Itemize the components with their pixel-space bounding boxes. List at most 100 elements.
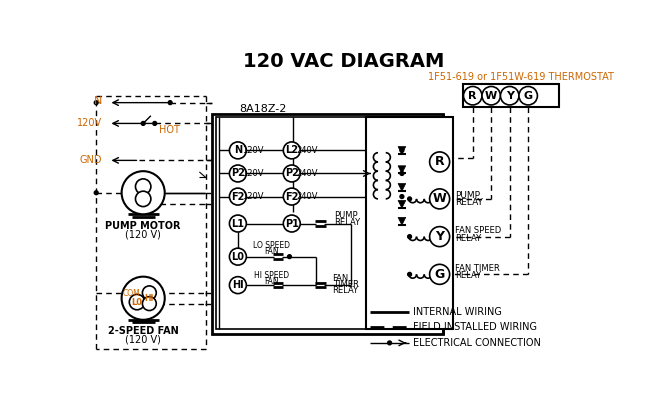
Text: ELECTRICAL CONNECTION: ELECTRICAL CONNECTION bbox=[413, 338, 541, 348]
Text: L0: L0 bbox=[131, 297, 143, 307]
Circle shape bbox=[168, 101, 172, 105]
Text: P2: P2 bbox=[285, 168, 299, 178]
Polygon shape bbox=[398, 184, 406, 191]
Text: GND: GND bbox=[80, 155, 103, 166]
Circle shape bbox=[94, 191, 98, 195]
Text: 1F51-619 or 1F51W-619 THERMOSTAT: 1F51-619 or 1F51W-619 THERMOSTAT bbox=[427, 72, 614, 82]
Circle shape bbox=[429, 264, 450, 285]
Text: RELAY: RELAY bbox=[455, 234, 481, 243]
Circle shape bbox=[229, 215, 247, 232]
Circle shape bbox=[135, 191, 151, 207]
Text: COM: COM bbox=[123, 289, 141, 298]
Text: PUMP MOTOR: PUMP MOTOR bbox=[105, 221, 181, 231]
Text: RELAY: RELAY bbox=[455, 272, 481, 280]
Circle shape bbox=[143, 297, 156, 310]
Polygon shape bbox=[398, 200, 406, 208]
Circle shape bbox=[400, 148, 404, 152]
Text: N: N bbox=[94, 96, 103, 106]
Text: L1: L1 bbox=[231, 219, 245, 228]
Text: R: R bbox=[468, 91, 477, 101]
Bar bbox=[463, 84, 559, 107]
Text: FAN TIMER: FAN TIMER bbox=[455, 264, 500, 273]
Circle shape bbox=[519, 86, 537, 105]
Circle shape bbox=[143, 286, 156, 300]
Text: L0: L0 bbox=[231, 252, 245, 261]
Bar bbox=[212, 114, 444, 334]
Circle shape bbox=[283, 142, 300, 159]
Circle shape bbox=[287, 255, 291, 259]
Circle shape bbox=[135, 179, 151, 194]
Text: 240V: 240V bbox=[296, 169, 318, 178]
Text: 120V: 120V bbox=[243, 192, 264, 201]
Circle shape bbox=[229, 188, 247, 205]
Text: RELAY: RELAY bbox=[332, 286, 358, 295]
Text: PUMP: PUMP bbox=[334, 211, 358, 220]
Text: FIELD INSTALLED WIRING: FIELD INSTALLED WIRING bbox=[413, 323, 537, 333]
Bar bbox=[216, 117, 366, 329]
Circle shape bbox=[229, 248, 247, 265]
Circle shape bbox=[482, 86, 500, 105]
Text: 120V: 120V bbox=[243, 146, 264, 155]
Text: 8A18Z-2: 8A18Z-2 bbox=[239, 104, 286, 114]
Circle shape bbox=[283, 215, 300, 232]
Text: INTERNAL WIRING: INTERNAL WIRING bbox=[413, 307, 502, 317]
Text: P2: P2 bbox=[231, 168, 245, 178]
Text: (120 V): (120 V) bbox=[125, 229, 161, 239]
Circle shape bbox=[94, 101, 98, 105]
Circle shape bbox=[407, 272, 411, 276]
Text: 120V: 120V bbox=[77, 119, 103, 129]
Text: L2: L2 bbox=[285, 145, 298, 155]
Text: W: W bbox=[433, 192, 446, 205]
Text: 120V: 120V bbox=[243, 169, 264, 178]
Circle shape bbox=[400, 195, 404, 199]
Text: HOT: HOT bbox=[159, 125, 180, 135]
Text: F2: F2 bbox=[231, 191, 245, 202]
Text: RELAY: RELAY bbox=[334, 218, 360, 227]
Text: G: G bbox=[435, 268, 445, 281]
Polygon shape bbox=[398, 166, 406, 173]
Text: FAN: FAN bbox=[265, 247, 279, 256]
Text: (120 V): (120 V) bbox=[125, 335, 161, 345]
Text: LO SPEED: LO SPEED bbox=[253, 241, 290, 251]
Circle shape bbox=[407, 235, 411, 238]
Circle shape bbox=[153, 122, 157, 125]
Circle shape bbox=[429, 227, 450, 247]
Bar bbox=[366, 117, 454, 329]
Text: RELAY: RELAY bbox=[455, 198, 483, 207]
Circle shape bbox=[129, 295, 145, 310]
Text: TIMER: TIMER bbox=[332, 280, 358, 289]
Text: 2-SPEED FAN: 2-SPEED FAN bbox=[108, 326, 178, 336]
Text: HI SPEED: HI SPEED bbox=[254, 272, 289, 280]
Circle shape bbox=[229, 165, 247, 182]
Text: 120 VAC DIAGRAM: 120 VAC DIAGRAM bbox=[243, 52, 444, 70]
Text: FAN: FAN bbox=[265, 277, 279, 286]
Text: PUMP: PUMP bbox=[455, 191, 480, 200]
Polygon shape bbox=[398, 147, 406, 154]
Text: Y: Y bbox=[435, 230, 444, 243]
Circle shape bbox=[229, 142, 247, 159]
Text: HI: HI bbox=[232, 280, 244, 290]
Circle shape bbox=[229, 277, 247, 294]
Circle shape bbox=[500, 86, 519, 105]
Circle shape bbox=[429, 152, 450, 172]
Circle shape bbox=[283, 165, 300, 182]
Circle shape bbox=[283, 188, 300, 205]
Text: G: G bbox=[524, 91, 533, 101]
Text: 240V: 240V bbox=[296, 146, 318, 155]
Text: F2: F2 bbox=[285, 191, 298, 202]
Circle shape bbox=[429, 189, 450, 209]
Circle shape bbox=[407, 197, 411, 201]
Text: P1: P1 bbox=[285, 219, 299, 228]
Text: HI: HI bbox=[145, 294, 154, 303]
Circle shape bbox=[122, 171, 165, 214]
Circle shape bbox=[141, 122, 145, 125]
Text: FAN SPEED: FAN SPEED bbox=[455, 226, 501, 235]
Circle shape bbox=[122, 277, 165, 320]
Polygon shape bbox=[398, 217, 406, 225]
Circle shape bbox=[388, 341, 391, 345]
Text: Y: Y bbox=[506, 91, 514, 101]
Circle shape bbox=[464, 86, 482, 105]
Text: FAN: FAN bbox=[332, 274, 349, 283]
Text: 240V: 240V bbox=[296, 192, 318, 201]
Text: R: R bbox=[435, 155, 444, 168]
